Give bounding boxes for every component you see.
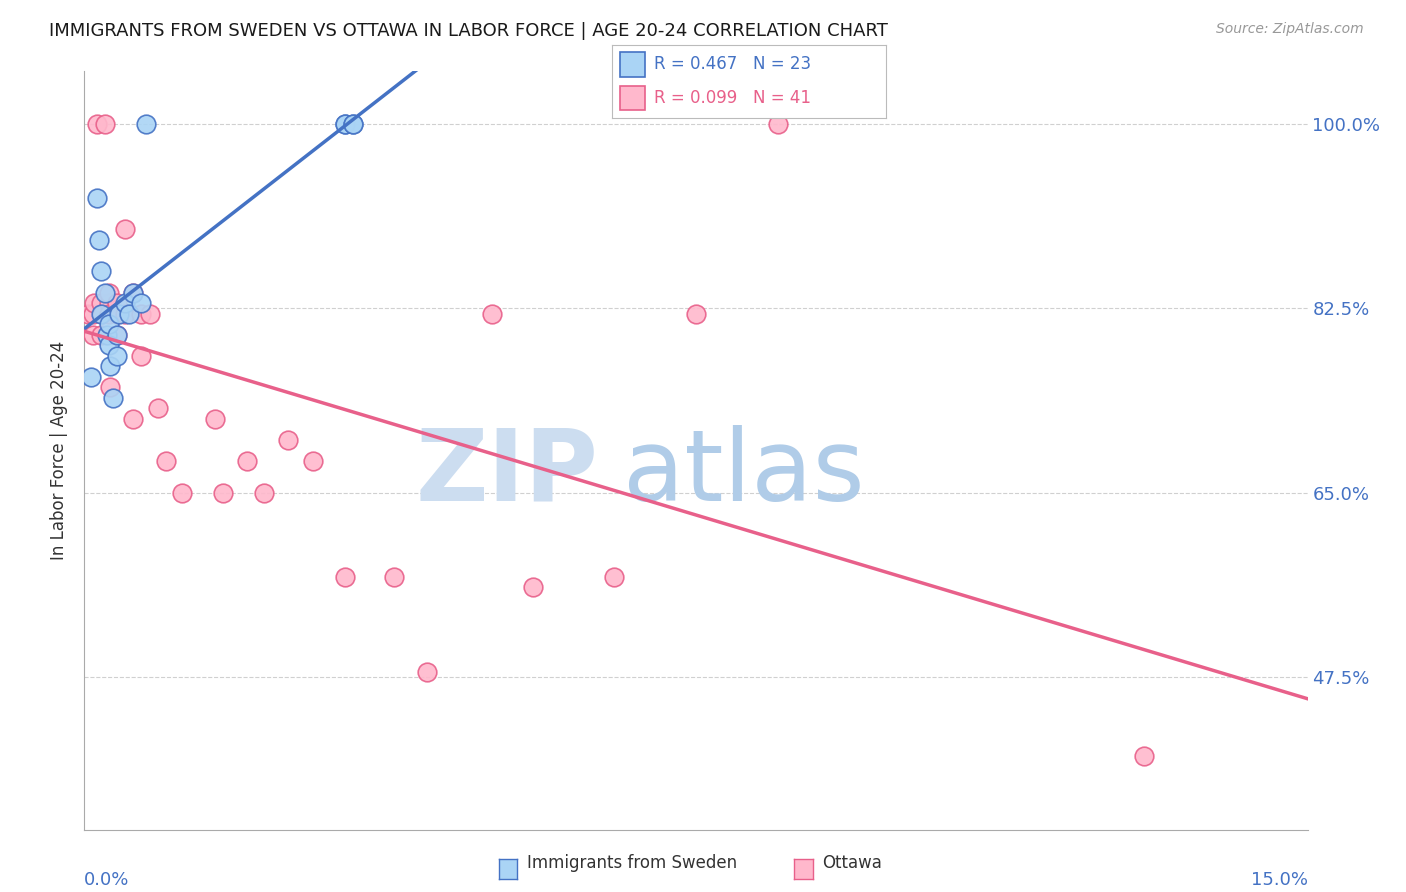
Text: ZIP: ZIP <box>415 425 598 522</box>
Point <box>107 307 129 321</box>
Text: 15.0%: 15.0% <box>1250 871 1308 889</box>
Point <box>77 307 100 321</box>
Point <box>90 296 112 310</box>
Point <box>86 191 108 205</box>
Point <box>382 570 405 584</box>
Text: Ottawa: Ottawa <box>823 855 883 872</box>
Point <box>253 485 276 500</box>
Point <box>86 117 108 131</box>
Point <box>603 570 626 584</box>
Point <box>766 117 789 131</box>
Point <box>335 117 357 131</box>
Point <box>131 307 153 321</box>
Point <box>105 327 128 342</box>
Point <box>105 349 128 363</box>
Point <box>97 285 120 300</box>
Point <box>138 307 160 321</box>
Point <box>122 285 145 300</box>
Point <box>114 307 136 321</box>
Point <box>114 296 136 310</box>
Point <box>83 296 105 310</box>
Point <box>685 307 707 321</box>
Point <box>100 359 122 374</box>
Point <box>1133 748 1156 763</box>
Text: IMMIGRANTS FROM SWEDEN VS OTTAWA IN LABOR FORCE | AGE 20-24 CORRELATION CHART: IMMIGRANTS FROM SWEDEN VS OTTAWA IN LABO… <box>49 22 889 40</box>
Point <box>101 391 124 405</box>
Point <box>87 233 110 247</box>
Point <box>122 412 145 426</box>
Point <box>277 433 299 447</box>
Text: 0.0%: 0.0% <box>84 871 129 889</box>
Bar <box>620 52 644 77</box>
Point <box>135 117 157 131</box>
Point <box>97 338 120 352</box>
Point <box>105 327 128 342</box>
Text: R = 0.467   N = 23: R = 0.467 N = 23 <box>654 55 811 73</box>
Point <box>212 485 235 500</box>
Point <box>90 327 112 342</box>
Point <box>146 401 169 416</box>
Point <box>236 454 259 468</box>
Point <box>97 317 120 331</box>
Point <box>155 454 177 468</box>
Point <box>172 485 194 500</box>
Point <box>335 570 357 584</box>
Bar <box>620 86 644 111</box>
Text: Immigrants from Sweden: Immigrants from Sweden <box>527 855 737 872</box>
Text: atlas: atlas <box>623 425 865 522</box>
Y-axis label: In Labor Force | Age 20-24: In Labor Force | Age 20-24 <box>51 341 69 560</box>
Point <box>91 307 114 321</box>
Text: R = 0.099   N = 41: R = 0.099 N = 41 <box>654 89 811 107</box>
Point <box>97 307 120 321</box>
Point <box>114 222 136 236</box>
Point <box>82 327 104 342</box>
Point <box>105 307 128 321</box>
Point <box>342 117 364 131</box>
Point <box>122 285 145 300</box>
Point <box>80 369 103 384</box>
Point <box>481 307 503 321</box>
Point <box>90 264 112 278</box>
Point <box>90 307 112 321</box>
Point <box>118 307 141 321</box>
Point <box>82 307 104 321</box>
Point <box>131 296 153 310</box>
Point <box>416 665 439 679</box>
Point <box>335 117 357 131</box>
Point <box>105 296 128 310</box>
Point <box>100 380 122 394</box>
Point <box>131 349 153 363</box>
Point <box>301 454 323 468</box>
Point <box>96 327 118 342</box>
Point <box>204 412 226 426</box>
Point <box>522 580 544 594</box>
Point <box>93 117 115 131</box>
Point <box>97 296 120 310</box>
Text: Source: ZipAtlas.com: Source: ZipAtlas.com <box>1216 22 1364 37</box>
Point <box>342 117 364 131</box>
Point <box>93 285 115 300</box>
